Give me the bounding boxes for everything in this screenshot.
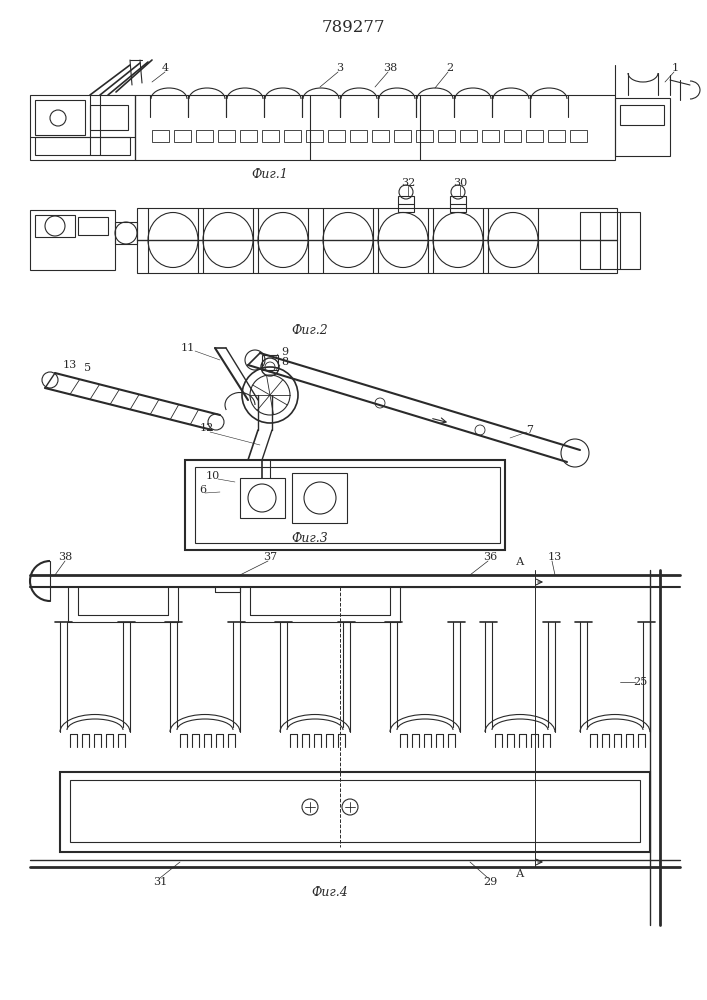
Bar xyxy=(580,212,640,269)
Bar xyxy=(115,222,137,244)
Bar xyxy=(30,210,115,270)
Text: 25: 25 xyxy=(633,677,647,687)
Text: 32: 32 xyxy=(401,178,415,188)
Text: 6: 6 xyxy=(199,485,206,495)
Bar xyxy=(60,772,650,852)
Text: 30: 30 xyxy=(453,178,467,188)
Bar xyxy=(262,130,279,142)
Bar xyxy=(394,130,411,142)
Bar xyxy=(78,217,108,235)
Bar xyxy=(195,467,500,543)
Bar xyxy=(240,130,257,142)
Bar xyxy=(174,130,191,142)
Bar xyxy=(185,460,505,550)
Bar xyxy=(35,100,85,135)
Bar xyxy=(137,208,617,273)
Text: 38: 38 xyxy=(383,63,397,73)
Bar xyxy=(196,130,213,142)
Text: 13: 13 xyxy=(548,552,562,562)
Bar xyxy=(350,130,367,142)
Text: 9: 9 xyxy=(281,347,288,357)
Text: А: А xyxy=(516,557,524,567)
Text: 31: 31 xyxy=(153,877,167,887)
Text: Фиг.2: Фиг.2 xyxy=(291,324,328,336)
Bar xyxy=(328,130,345,142)
Text: 10: 10 xyxy=(206,471,220,481)
Text: 37: 37 xyxy=(263,552,277,562)
Bar xyxy=(284,130,301,142)
Bar xyxy=(70,780,640,842)
Text: 13: 13 xyxy=(63,360,77,370)
Bar xyxy=(450,196,466,212)
Text: Фиг.3: Фиг.3 xyxy=(291,532,328,544)
Bar xyxy=(240,478,285,518)
Bar xyxy=(438,130,455,142)
Bar xyxy=(262,355,278,370)
Text: 38: 38 xyxy=(58,552,72,562)
Bar xyxy=(35,137,130,155)
Bar xyxy=(615,98,670,156)
Text: Фиг.1: Фиг.1 xyxy=(252,168,288,182)
Bar xyxy=(30,95,135,160)
Text: 36: 36 xyxy=(483,552,497,562)
Bar xyxy=(398,196,414,212)
Bar xyxy=(135,95,615,160)
Bar xyxy=(292,473,347,523)
Text: 5: 5 xyxy=(84,363,92,373)
Bar xyxy=(35,215,75,237)
Bar xyxy=(306,130,323,142)
Text: 11: 11 xyxy=(181,343,195,353)
Text: А: А xyxy=(516,869,524,879)
Bar xyxy=(372,130,389,142)
Text: Фиг.4: Фиг.4 xyxy=(312,886,349,898)
Bar xyxy=(416,130,433,142)
Text: 29: 29 xyxy=(483,877,497,887)
Bar xyxy=(482,130,499,142)
Bar xyxy=(218,130,235,142)
Text: 8: 8 xyxy=(281,357,288,367)
Bar xyxy=(620,105,664,125)
Text: 12: 12 xyxy=(200,423,214,433)
Text: 3: 3 xyxy=(337,63,344,73)
Text: 1: 1 xyxy=(672,63,679,73)
Text: 2: 2 xyxy=(446,63,454,73)
Bar xyxy=(152,130,169,142)
Bar xyxy=(460,130,477,142)
Text: 7: 7 xyxy=(527,425,534,435)
Bar xyxy=(90,105,128,130)
Bar xyxy=(526,130,543,142)
Text: 789277: 789277 xyxy=(321,19,385,36)
Bar xyxy=(548,130,565,142)
Bar xyxy=(504,130,521,142)
Text: 4: 4 xyxy=(161,63,168,73)
Bar xyxy=(570,130,587,142)
